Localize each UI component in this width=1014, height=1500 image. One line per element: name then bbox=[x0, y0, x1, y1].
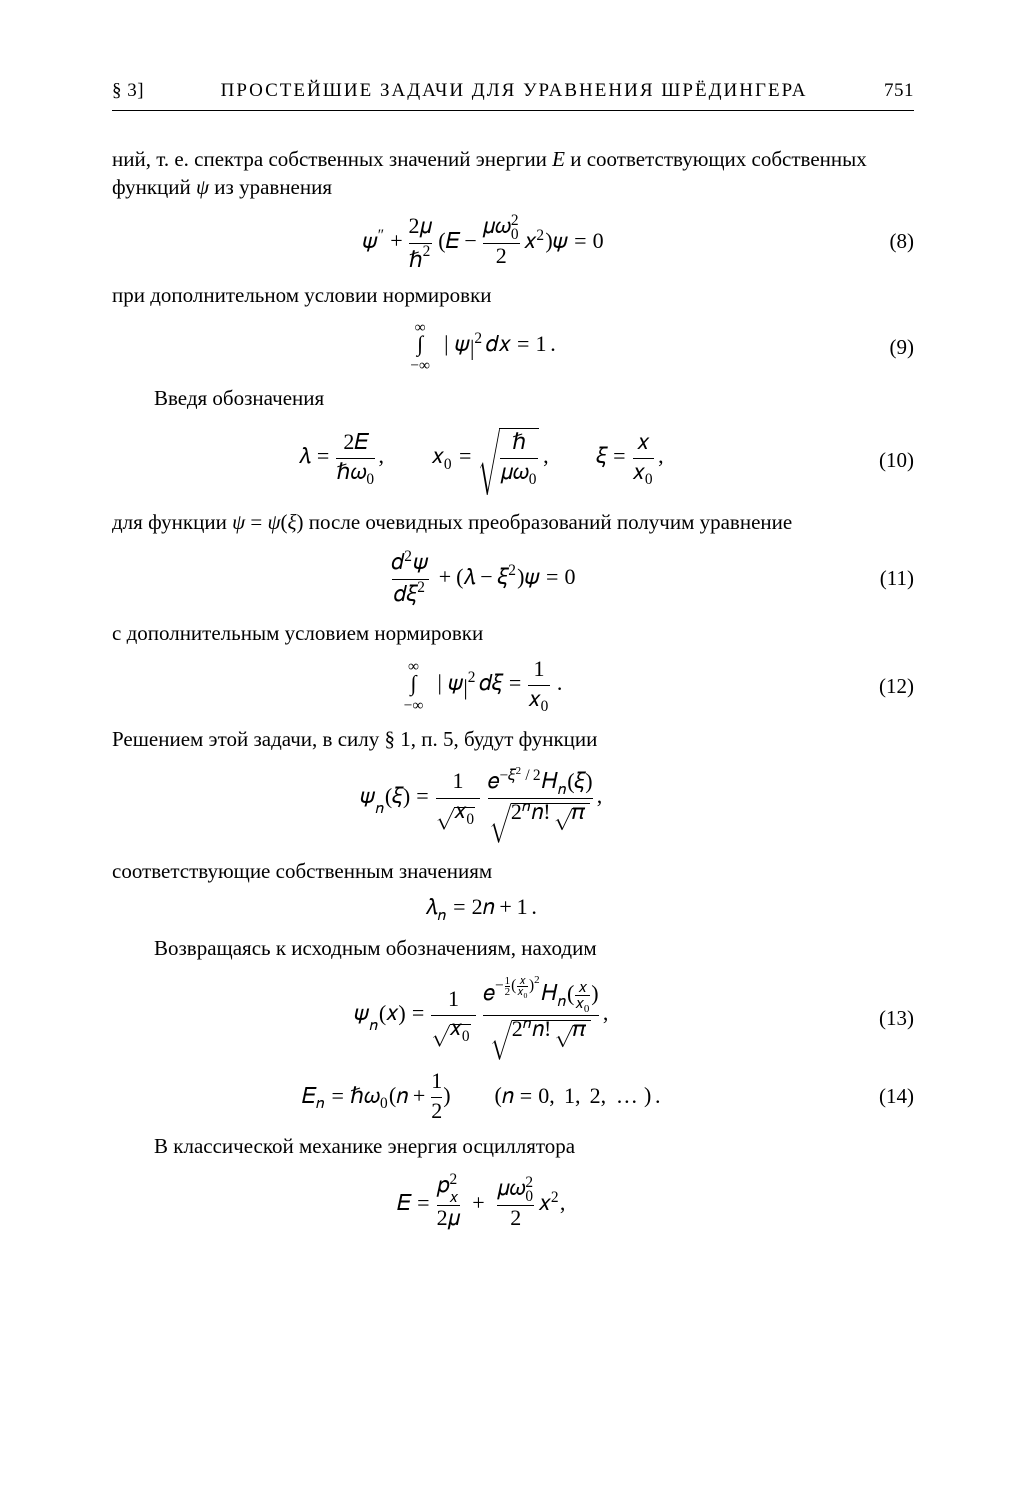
header-section: § 3] bbox=[112, 78, 144, 104]
header-page-number: 751 bbox=[884, 78, 914, 104]
paragraph-5: с дополнительным условием нормировки bbox=[112, 619, 914, 647]
equation-13-body: ψn(x) = 1x0 e − 12 (xx bbox=[112, 976, 854, 1060]
equation-12-body: ∫ −∞ ∞ |ψ|2 dξ = 1x0 . bbox=[112, 662, 854, 711]
paragraph-3: Введя обозначения bbox=[112, 384, 914, 412]
equation-9-number: (9) bbox=[854, 333, 914, 361]
equation-8-number: (8) bbox=[854, 227, 914, 255]
equation-14-number: (14) bbox=[854, 1082, 914, 1110]
equation-14: En= ℏω0 ( n+12 ) (n=0,1,2,…). (14) bbox=[112, 1074, 914, 1118]
equation-10-body: λ= 2Eℏω0 , x0= ℏμω0 , ξ= xx0 , bbox=[112, 427, 854, 495]
paragraph-9: В классической механике энергия осциллят… bbox=[112, 1132, 914, 1160]
paragraph-1: ний, т. е. спектра собственных значений … bbox=[112, 145, 914, 202]
page: § 3] ПРОСТЕЙШИЕ ЗАДАЧИ ДЛЯ УРАВНЕНИЯ ШРЁ… bbox=[0, 0, 1014, 1500]
equation-14-body: En= ℏω0 ( n+12 ) (n=0,1,2,…). bbox=[112, 1074, 854, 1118]
paragraph-2: при дополнительном условии нормировки bbox=[112, 281, 914, 309]
equation-9: ∫ −∞ ∞ |ψ|2 dx =1. (9) bbox=[112, 324, 914, 371]
equation-13: ψn(x) = 1x0 e − 12 (xx bbox=[112, 976, 914, 1060]
equation-8: ψ″ + 2μℏ2 ( E− μω02 2 x2 ) bbox=[112, 215, 914, 267]
equation-11: d2ψ dξ2 + (λ−ξ2) ψ=0 (11) bbox=[112, 551, 914, 605]
equation-10-number: (10) bbox=[854, 446, 914, 474]
paragraph-6: Решением этой задачи, в силу § 1, п. 5, … bbox=[112, 725, 914, 753]
equation-10: λ= 2Eℏω0 , x0= ℏμω0 , ξ= xx0 , (10) bbox=[112, 427, 914, 495]
equation-11-body: d2ψ dξ2 + (λ−ξ2) ψ=0 bbox=[112, 551, 854, 605]
header-title: ПРОСТЕЙШИЕ ЗАДАЧИ ДЛЯ УРАВНЕНИЯ ШРЁДИНГЕ… bbox=[144, 78, 884, 104]
equation-psi-n-xi-body: ψn(ξ) = 1x0 e−ξ2/2 Hn(ξ) 2nn!π , bbox=[112, 767, 854, 842]
equation-9-body: ∫ −∞ ∞ |ψ|2 dx =1. bbox=[112, 324, 854, 371]
paragraph-8: Возвращаясь к исходным обозначениям, нах… bbox=[112, 934, 914, 962]
paragraph-4: для функции ψ = ψ(ξ) после очевидных пре… bbox=[112, 508, 914, 536]
equation-lambda-n-body: λn=2n+1. bbox=[112, 899, 854, 919]
equation-11-number: (11) bbox=[854, 564, 914, 592]
equation-12: ∫ −∞ ∞ |ψ|2 dξ = 1x0 . (12) bbox=[112, 662, 914, 711]
equation-classical-energy: E= px22μ + μω022 x2, bbox=[112, 1174, 914, 1230]
equation-psi-n-xi: ψn(ξ) = 1x0 e−ξ2/2 Hn(ξ) 2nn!π , bbox=[112, 767, 914, 842]
equation-lambda-n: λn=2n+1. bbox=[112, 899, 914, 919]
equation-13-number: (13) bbox=[854, 1004, 914, 1032]
equation-8-body: ψ″ + 2μℏ2 ( E− μω02 2 x2 ) bbox=[112, 215, 854, 267]
paragraph-7: соответствующие собственным значениям bbox=[112, 857, 914, 885]
running-head: § 3] ПРОСТЕЙШИЕ ЗАДАЧИ ДЛЯ УРАВНЕНИЯ ШРЁ… bbox=[112, 78, 914, 111]
equation-12-number: (12) bbox=[854, 672, 914, 700]
equation-classical-energy-body: E= px22μ + μω022 x2, bbox=[112, 1174, 854, 1230]
